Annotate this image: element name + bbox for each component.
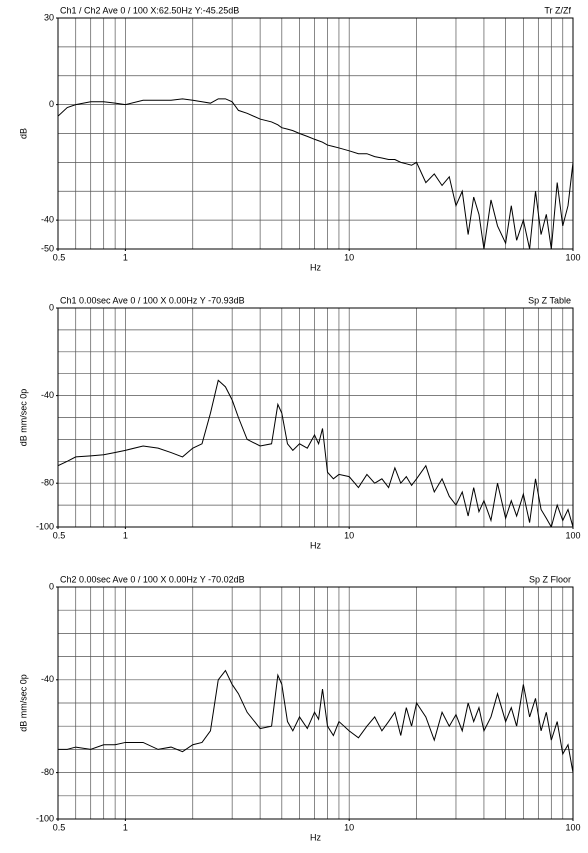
y-tick-label: -40 (41, 390, 54, 400)
panel-subtitle: Tr Z/Zf (544, 5, 571, 15)
y-axis-label: dB mm/sec 0p (18, 389, 28, 447)
x-tick-label: 100 (565, 252, 580, 262)
y-tick-label: -40 (41, 674, 54, 684)
plot-frame (57, 586, 574, 820)
data-line (58, 379, 573, 527)
data-line (58, 669, 573, 773)
x-axis-label: Hz (310, 540, 321, 550)
x-axis-label: Hz (310, 832, 321, 842)
panel-title: Ch1 / Ch2 Ave 0 / 100 X:62.50Hz Y:-45.25… (60, 5, 239, 15)
y-tick-label: 0 (49, 302, 54, 312)
plot-frame (57, 17, 574, 250)
y-tick-label: -100 (36, 813, 54, 823)
y-tick-label: -50 (41, 243, 54, 253)
panel-title: Ch1 0.00sec Ave 0 / 100 X 0.00Hz Y -70.9… (60, 295, 245, 305)
x-tick-label: 0.5 (53, 530, 66, 540)
y-axis-label: dB mm/sec 0p (18, 674, 28, 732)
y-tick-label: -80 (41, 478, 54, 488)
data-line (58, 98, 573, 249)
x-tick-label: 1 (123, 822, 128, 832)
y-axis-label: dB (18, 128, 28, 139)
y-tick-label: -40 (41, 215, 54, 225)
x-tick-label: 10 (344, 822, 354, 832)
panel-subtitle: Sp Z Floor (529, 574, 571, 584)
x-tick-label: 1 (123, 530, 128, 540)
y-tick-label: 30 (44, 12, 54, 22)
x-tick-label: 0.5 (53, 252, 66, 262)
panel-title: Ch2 0.00sec Ave 0 / 100 X 0.00Hz Y -70.0… (60, 574, 245, 584)
panel-subtitle: Sp Z Table (528, 295, 571, 305)
y-tick-label: 0 (49, 581, 54, 591)
x-tick-label: 100 (565, 530, 580, 540)
x-tick-label: 10 (344, 252, 354, 262)
y-tick-label: -100 (36, 521, 54, 531)
x-tick-label: 0.5 (53, 822, 66, 832)
x-tick-label: 100 (565, 822, 580, 832)
y-tick-label: 0 (49, 99, 54, 109)
x-tick-label: 1 (123, 252, 128, 262)
y-tick-label: -80 (41, 767, 54, 777)
x-axis-label: Hz (310, 262, 321, 272)
x-tick-label: 10 (344, 530, 354, 540)
plot-frame (57, 307, 574, 528)
